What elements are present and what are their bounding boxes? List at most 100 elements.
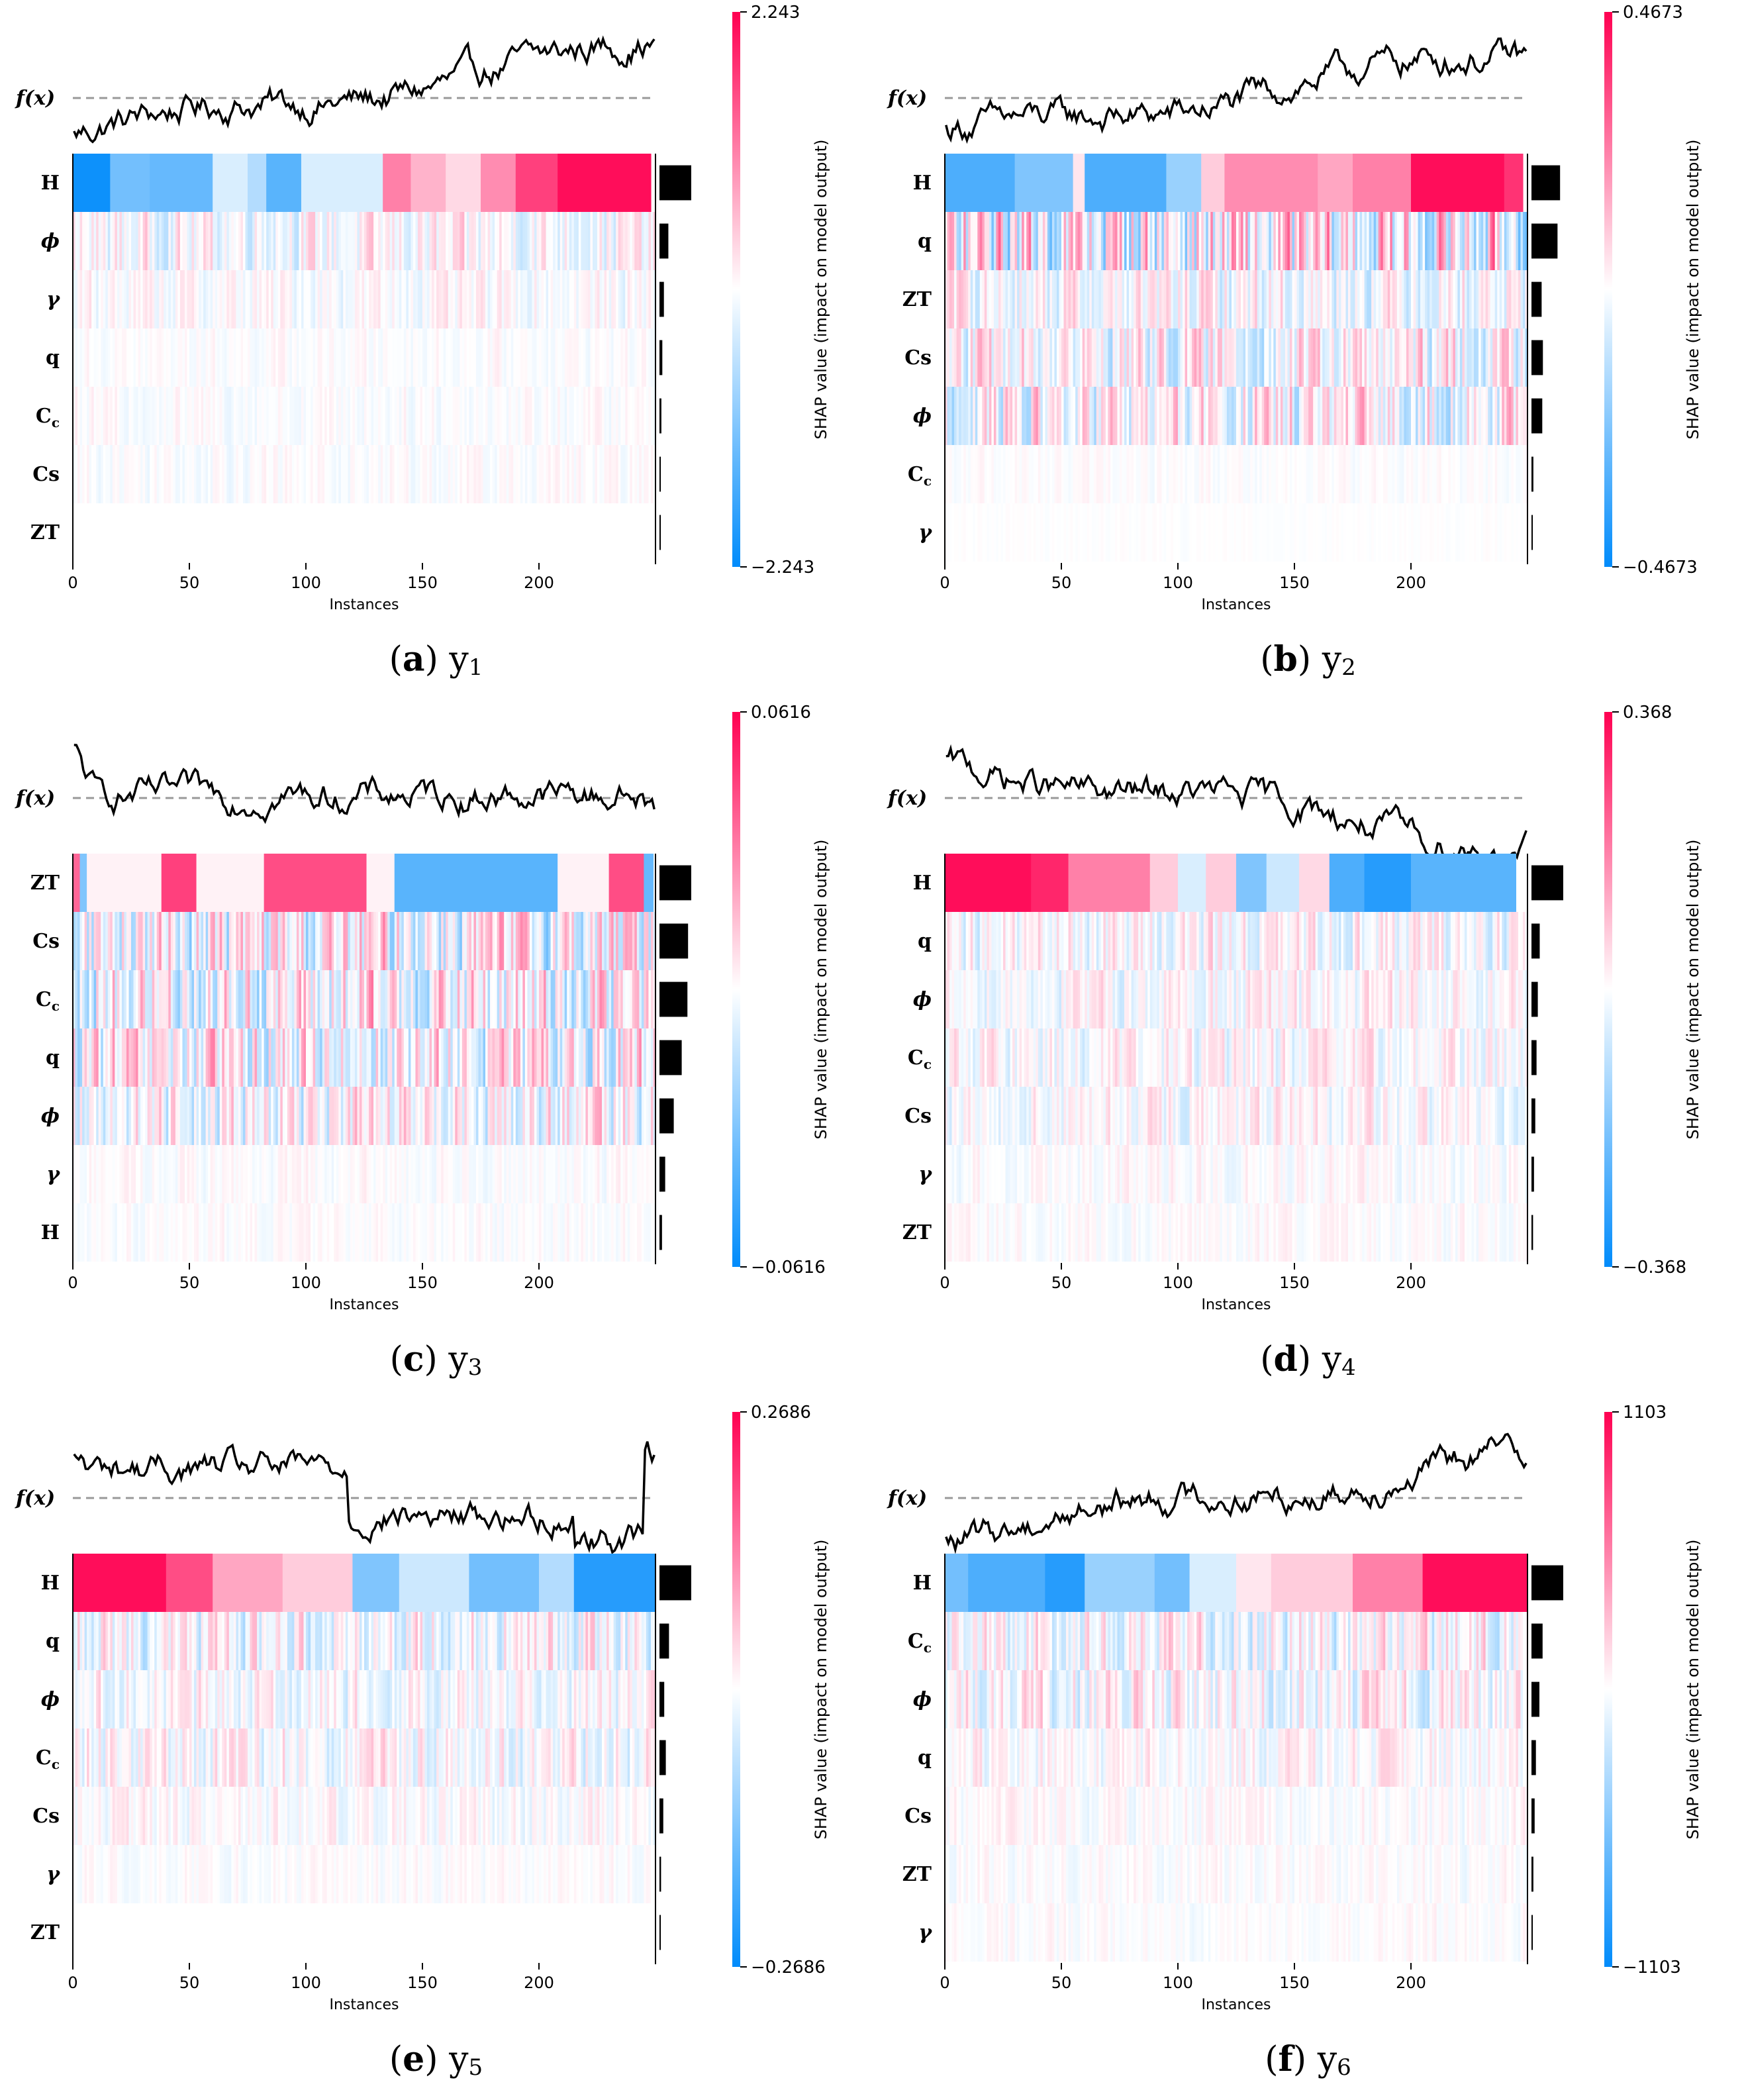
heatmap-cell xyxy=(1252,328,1255,387)
heatmap-cell xyxy=(1036,445,1039,503)
heatmap-cell xyxy=(1318,445,1321,503)
heatmap-cell xyxy=(364,1028,367,1087)
heatmap-cell xyxy=(166,270,169,328)
heatmap-cell xyxy=(606,1203,610,1262)
heatmap-cell xyxy=(989,970,992,1028)
heatmap-cell xyxy=(1504,912,1507,970)
heatmap-cell xyxy=(438,270,442,328)
heatmap-cell xyxy=(1012,270,1016,328)
heatmap-cell xyxy=(1299,854,1330,912)
heatmap-cell xyxy=(173,445,176,503)
heatmap-cell xyxy=(242,1203,246,1262)
heatmap-cell xyxy=(1488,212,1491,270)
heatmap-cell xyxy=(73,503,76,562)
heatmap-cell xyxy=(422,912,426,970)
heatmap-cell xyxy=(515,1087,518,1145)
heatmap-cell xyxy=(117,445,120,503)
heatmap-cell xyxy=(1131,328,1134,387)
heatmap-cell xyxy=(280,1028,283,1087)
heatmap-cell xyxy=(189,912,193,970)
heatmap-cell xyxy=(1371,270,1375,328)
heatmap-cell xyxy=(219,212,222,270)
heatmap-cell xyxy=(208,387,211,445)
heatmap-cell xyxy=(215,445,218,503)
heatmap-cell xyxy=(331,1203,334,1262)
heatmap-cell xyxy=(126,1028,130,1087)
heatmap-cell xyxy=(1371,212,1375,270)
heatmap-cell xyxy=(510,1028,514,1087)
heatmap-cell xyxy=(1483,212,1486,270)
heatmap-cell xyxy=(1441,912,1444,970)
heatmap-cell xyxy=(254,212,258,270)
x-tick-label: 0 xyxy=(68,574,77,592)
heatmap-cell xyxy=(536,1087,540,1145)
heatmap-cell xyxy=(646,912,650,970)
heatmap-cell xyxy=(343,503,346,562)
heatmap-cell xyxy=(1100,270,1104,328)
heatmap-cell xyxy=(641,1145,644,1203)
heatmap-cell xyxy=(357,445,360,503)
caption-target: y xyxy=(448,1340,468,1379)
heatmap-cell xyxy=(1166,445,1169,503)
heatmap-cell xyxy=(140,503,144,562)
heatmap-cell xyxy=(576,328,579,387)
heatmap-cell xyxy=(338,912,342,970)
heatmap-cell xyxy=(1301,912,1304,970)
heatmap-cell xyxy=(322,1087,325,1145)
heatmap-cell xyxy=(1003,270,1006,328)
heatmap-cell xyxy=(1413,445,1416,503)
heatmap-cell xyxy=(222,270,225,328)
heatmap-cell xyxy=(156,270,160,328)
heatmap-cell xyxy=(1322,445,1326,503)
heatmap-cell xyxy=(443,1145,446,1203)
heatmap-cell xyxy=(564,387,567,445)
heatmap-cell xyxy=(452,270,456,328)
heatmap-cell xyxy=(1010,328,1013,387)
heatmap-cell xyxy=(1462,387,1465,445)
heatmap-cell xyxy=(77,503,81,562)
heatmap-cell xyxy=(1059,270,1062,328)
heatmap-cell xyxy=(1226,503,1230,562)
heatmap-cell xyxy=(1343,387,1347,445)
heatmap-cell xyxy=(1152,328,1155,387)
heatmap-cell xyxy=(1126,912,1130,970)
heatmap-cell xyxy=(280,212,283,270)
heatmap-cell xyxy=(408,270,411,328)
heatmap-cell xyxy=(527,1203,530,1262)
heatmap-cell xyxy=(1192,912,1195,970)
heatmap-cell xyxy=(1140,912,1143,970)
heatmap-cell xyxy=(259,387,262,445)
heatmap-cell xyxy=(1098,387,1102,445)
heatmap-cell xyxy=(285,912,288,970)
heatmap-cell xyxy=(1117,503,1120,562)
heatmap-cell xyxy=(984,270,987,328)
heatmap-cell xyxy=(448,503,451,562)
heatmap-cell xyxy=(597,970,601,1028)
heatmap-cell xyxy=(296,445,300,503)
heatmap-cell xyxy=(1100,445,1104,503)
x-axis-label: Instances xyxy=(329,597,399,613)
heatmap-cell xyxy=(1492,912,1496,970)
heatmap-cell xyxy=(1168,445,1172,503)
heatmap-cell xyxy=(226,1203,230,1262)
heatmap-cell xyxy=(487,970,491,1028)
heatmap-cell xyxy=(520,912,523,970)
heatmap-cell xyxy=(412,1087,416,1145)
heatmap-cell xyxy=(998,387,1002,445)
heatmap-cell xyxy=(529,912,533,970)
heatmap-cell xyxy=(250,1203,253,1262)
heatmap-cell xyxy=(73,387,76,445)
heatmap-cell xyxy=(334,212,337,270)
heatmap-cell xyxy=(1061,970,1065,1028)
heatmap-cell xyxy=(473,212,477,270)
heatmap-cell xyxy=(513,328,516,387)
heatmap-cell xyxy=(548,270,552,328)
heatmap-cell xyxy=(1054,387,1057,445)
heatmap-cell xyxy=(424,970,428,1028)
heatmap-cell xyxy=(164,328,167,387)
heatmap-cell xyxy=(82,1145,85,1203)
heatmap-cell xyxy=(1448,912,1451,970)
heatmap-cell xyxy=(345,1145,348,1203)
heatmap-cell xyxy=(254,1087,258,1145)
heatmap-cell xyxy=(583,270,586,328)
